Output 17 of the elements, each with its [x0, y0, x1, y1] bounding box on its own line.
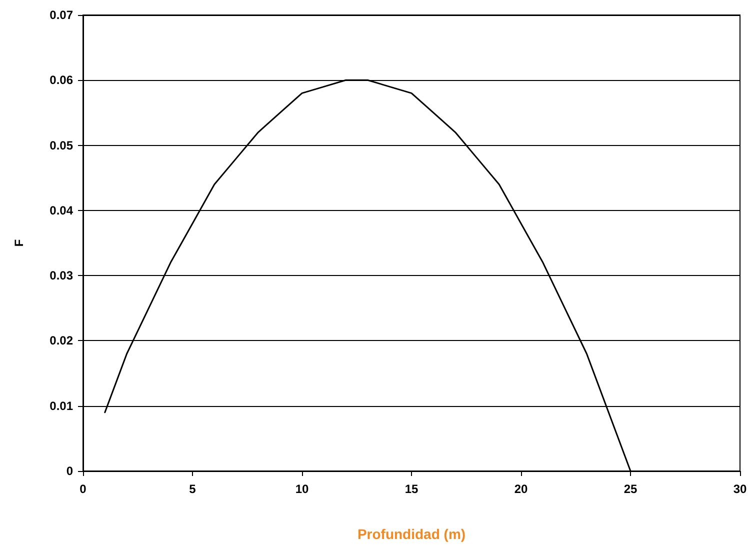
- x-tick-label: 15: [404, 482, 418, 496]
- x-tick-label: 0: [80, 482, 87, 496]
- x-tick-label: 10: [295, 482, 309, 496]
- y-tick-label: 0.05: [50, 138, 74, 152]
- y-tick-label: 0.01: [50, 398, 74, 413]
- y-tick-label: 0.06: [50, 73, 74, 88]
- x-axis-title: Profundidad (m): [357, 526, 466, 542]
- y-axis-title: F: [12, 239, 26, 247]
- y-tick-label: 0: [66, 464, 74, 478]
- y-tick-label: 0.03: [50, 268, 74, 283]
- x-tick-label: 5: [189, 482, 196, 496]
- x-tick-label: 20: [514, 482, 528, 496]
- y-tick-label: 0.07: [50, 8, 74, 22]
- x-tick-label: 25: [624, 482, 638, 496]
- y-tick-label: 0.04: [50, 203, 74, 218]
- y-tick-label: 0.02: [50, 334, 74, 348]
- x-tick-label: 30: [733, 482, 747, 496]
